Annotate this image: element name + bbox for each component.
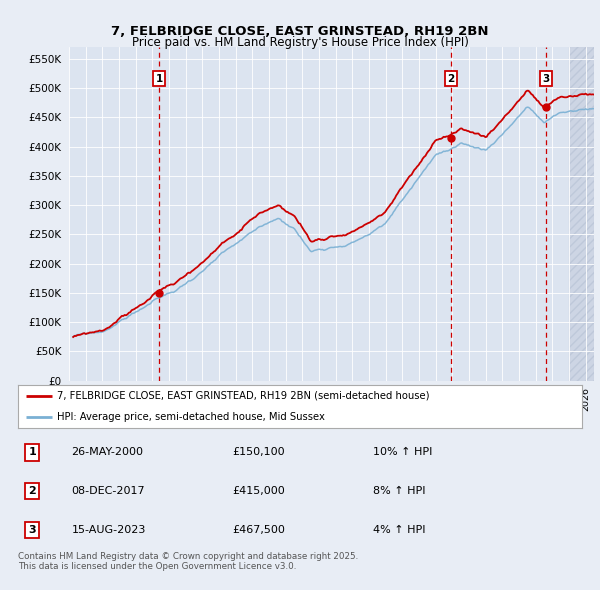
Text: 4% ↑ HPI: 4% ↑ HPI xyxy=(373,525,426,535)
Text: Price paid vs. HM Land Registry's House Price Index (HPI): Price paid vs. HM Land Registry's House … xyxy=(131,36,469,49)
Text: 1: 1 xyxy=(155,74,163,84)
Text: 1: 1 xyxy=(28,447,36,457)
Text: £415,000: £415,000 xyxy=(232,486,285,496)
Text: 15-AUG-2023: 15-AUG-2023 xyxy=(71,525,146,535)
Text: 08-DEC-2017: 08-DEC-2017 xyxy=(71,486,145,496)
Text: 2: 2 xyxy=(448,74,455,84)
Text: 2: 2 xyxy=(28,486,36,496)
Text: 26-MAY-2000: 26-MAY-2000 xyxy=(71,447,143,457)
Text: £467,500: £467,500 xyxy=(232,525,285,535)
Bar xyxy=(569,47,594,381)
Text: 10% ↑ HPI: 10% ↑ HPI xyxy=(373,447,433,457)
Text: Contains HM Land Registry data © Crown copyright and database right 2025.
This d: Contains HM Land Registry data © Crown c… xyxy=(18,552,358,571)
Text: HPI: Average price, semi-detached house, Mid Sussex: HPI: Average price, semi-detached house,… xyxy=(58,412,325,422)
Text: 7, FELBRIDGE CLOSE, EAST GRINSTEAD, RH19 2BN (semi-detached house): 7, FELBRIDGE CLOSE, EAST GRINSTEAD, RH19… xyxy=(58,391,430,401)
Text: 7, FELBRIDGE CLOSE, EAST GRINSTEAD, RH19 2BN: 7, FELBRIDGE CLOSE, EAST GRINSTEAD, RH19… xyxy=(111,25,489,38)
Text: 3: 3 xyxy=(28,525,36,535)
Text: 8% ↑ HPI: 8% ↑ HPI xyxy=(373,486,426,496)
Text: 3: 3 xyxy=(542,74,550,84)
Text: £150,100: £150,100 xyxy=(232,447,285,457)
Bar xyxy=(569,47,594,381)
